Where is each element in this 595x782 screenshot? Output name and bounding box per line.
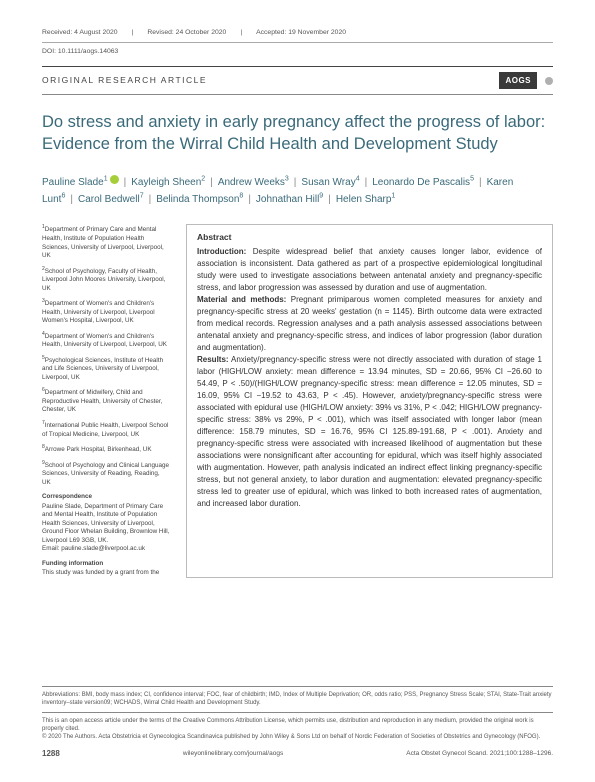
affiliation: 2School of Psychology, Faculty of Health… xyxy=(42,266,170,294)
dot-icon xyxy=(545,77,553,85)
affiliation: 7International Public Health, Liverpool … xyxy=(42,420,170,439)
author: Andrew Weeks3 xyxy=(218,177,289,188)
affiliation: 6Department of Midwifery, Child and Repr… xyxy=(42,387,170,415)
article-type-row: ORIGINAL RESEARCH ARTICLE AOGS xyxy=(42,66,553,95)
revised-date: Revised: 24 October 2020 xyxy=(147,28,226,38)
funding-heading: Funding information xyxy=(42,560,170,569)
journal-badge: AOGS xyxy=(499,72,537,89)
abstract-methods: Material and methods: Pregnant primiparo… xyxy=(197,294,542,354)
authors-list: Pauline Slade1|Kayleigh Sheen2|Andrew We… xyxy=(42,174,553,209)
author: Pauline Slade1 xyxy=(42,177,119,188)
accepted-date: Accepted: 19 November 2020 xyxy=(256,28,346,38)
abbreviations: Abbreviations: BMI, body mass index; CI,… xyxy=(42,686,553,707)
article-type: ORIGINAL RESEARCH ARTICLE xyxy=(42,75,491,87)
affiliation: 8Arrowe Park Hospital, Birkenhead, UK xyxy=(42,444,170,455)
correspondence-heading: Correspondence xyxy=(42,493,170,502)
abstract-box: Abstract Introduction: Despite widesprea… xyxy=(186,224,553,577)
author: Susan Wray4 xyxy=(301,177,359,188)
citation: Acta Obstet Gynecol Scand. 2021;100:1288… xyxy=(406,750,553,759)
footer-area: Abbreviations: BMI, body mass index; CI,… xyxy=(42,686,553,760)
affiliation: 5Psychological Sciences, Institute of He… xyxy=(42,355,170,383)
meta-row: Received: 4 August 2020 | Revised: 24 Oc… xyxy=(42,28,553,43)
journal-url: wileyonlinelibrary.com/journal/aogs xyxy=(183,750,283,759)
funding-text: This study was funded by a grant from th… xyxy=(42,569,170,578)
affiliation: 3Department of Women's and Children's He… xyxy=(42,298,170,326)
author: Leonardo De Pascalis5 xyxy=(372,177,474,188)
abstract-results: Results: Anxiety/pregnancy-specific stre… xyxy=(197,354,542,510)
affiliation: 1Department of Primary Care and Mental H… xyxy=(42,224,170,260)
license: This is an open access article under the… xyxy=(42,712,553,741)
page-footer: 1288 wileyonlinelibrary.com/journal/aogs… xyxy=(42,749,553,760)
correspondence-email: Email: pauline.slade@liverpool.ac.uk xyxy=(42,545,170,554)
correspondence-text: Pauline Slade, Department of Primary Car… xyxy=(42,503,170,546)
affiliation: 4Department of Women's and Children's He… xyxy=(42,331,170,350)
doi: DOI: 10.1111/aogs.14063 xyxy=(42,43,553,67)
author: Helen Sharp1 xyxy=(336,194,396,205)
author: Carol Bedwell7 xyxy=(78,194,144,205)
author: Johnathan Hill9 xyxy=(256,194,323,205)
author: Kayleigh Sheen2 xyxy=(131,177,205,188)
article-title: Do stress and anxiety in early pregnancy… xyxy=(42,111,553,156)
abstract-intro: Introduction: Despite widespread belief … xyxy=(197,246,542,294)
orcid-icon xyxy=(110,175,119,184)
affiliations-column: 1Department of Primary Care and Mental H… xyxy=(42,224,170,577)
author: Belinda Thompson8 xyxy=(156,194,243,205)
abstract-heading: Abstract xyxy=(197,231,542,244)
received-date: Received: 4 August 2020 xyxy=(42,28,118,38)
affiliation: 9School of Psychology and Clinical Langu… xyxy=(42,460,170,488)
page-number: 1288 xyxy=(42,749,60,760)
